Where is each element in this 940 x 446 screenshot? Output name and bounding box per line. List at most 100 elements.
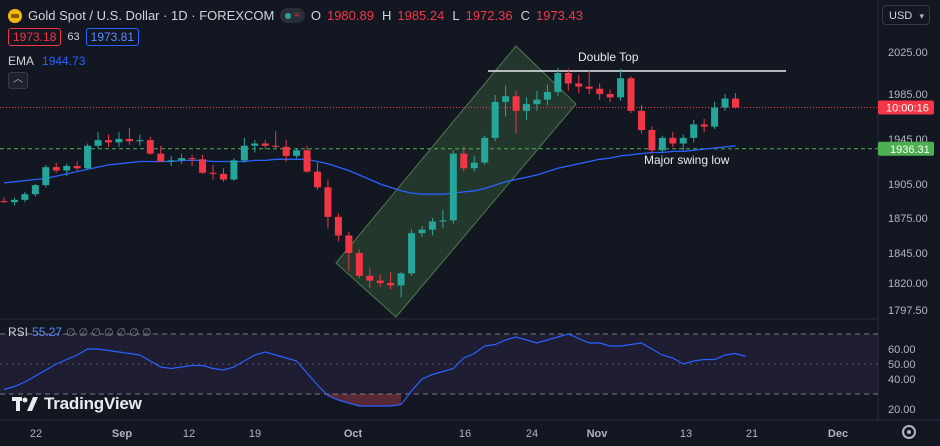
candle [596,83,604,100]
candle [700,118,708,133]
candle [679,134,687,151]
candle-body [230,160,238,180]
rsi-tick-label: 50.00 [888,359,916,371]
candle-body [481,137,489,163]
rsi-line [3,333,747,407]
candle-body [502,96,510,102]
candle [648,126,656,154]
candle-body [345,235,353,253]
candle-body [418,229,426,234]
tradingview-logo[interactable]: TradingView [12,394,142,414]
candle [178,153,186,164]
candle [188,154,196,166]
rsi-tick-label: 40.00 [888,374,916,386]
candle-body [219,173,227,180]
candle [10,197,18,206]
time-tick-label: 13 [680,428,692,440]
sell-button[interactable]: 1973.18 [8,28,62,46]
candle-body [125,139,133,142]
gear-icon[interactable] [902,425,916,439]
chevron-up-icon[interactable]: ︿ [8,72,28,89]
candle [125,127,133,145]
candle-body [261,143,269,146]
candle-body [491,101,499,138]
candle-body [523,104,530,111]
candle [408,229,416,276]
candle-body [512,96,520,111]
time-tick-label: 22 [30,428,42,440]
candle [334,213,342,242]
candle-body [637,110,645,130]
low-value: 1972.36 [465,8,513,23]
candle [481,135,489,165]
candle [512,90,520,134]
market-status-icon[interactable]: ≈ [280,8,305,23]
close-label: C [520,8,530,23]
symbol-title[interactable]: Gold Spot / U.S. Dollar · 1D · FOREXCOM [28,8,275,23]
candle-body [21,194,29,200]
candle [564,68,572,91]
high-value: 1985.24 [397,8,445,23]
candle-body [408,233,416,274]
candle-body [658,137,666,151]
candle [637,105,645,134]
candle [303,145,311,173]
candle-body [282,146,290,156]
candle [669,132,677,147]
candle-body [585,86,593,89]
candle-body [293,150,301,156]
candle-body [94,140,102,146]
currency-select[interactable]: USD ▾ [882,5,930,25]
candle-body [314,171,321,188]
candle [606,89,614,102]
candle [460,146,468,172]
candle [94,132,102,148]
gold-logo-icon [8,8,22,23]
candle-body [721,98,729,108]
buy-button[interactable]: 1973.81 [85,28,140,46]
candle-body [334,216,342,236]
candle [261,140,269,150]
ema-legend[interactable]: EMA 1944.73 [8,54,85,68]
ema-label: EMA [8,54,35,68]
current-price-badge [878,100,934,115]
candle [293,148,301,159]
time-tick-label: 12 [183,428,195,440]
candle-body [679,137,687,144]
candle [543,84,551,106]
support-price-label: 1936.31 [890,144,930,156]
candle [324,179,332,229]
candle-body [167,160,175,162]
candle-body [146,140,154,154]
candle [251,140,259,153]
candle-body [564,73,572,84]
current-price-countdown: 10:00:16 [886,103,929,115]
candle [711,101,719,129]
tradingview-logo-icon [12,397,38,411]
candle [721,94,729,111]
ema-value: 1944.73 [42,54,86,68]
candle-body [178,158,186,161]
rsi-legend[interactable]: RSI 55.27 ∅ ∅ ∅ ∅ ∅ ∅ ∅ [8,325,151,339]
price-tick-label: 1985.00 [888,89,928,101]
candle [355,249,363,279]
candle [523,97,530,120]
candle [84,143,92,170]
candle [366,268,374,288]
candle [627,76,635,114]
candle-body [387,283,395,286]
candle [690,119,698,143]
candle [0,197,8,204]
candle-body [303,150,311,172]
candle-body [470,162,478,169]
rsi-na-values: ∅ ∅ ∅ ∅ ∅ ∅ ∅ [66,326,152,339]
candle-body [136,140,144,142]
candle-body [669,137,677,144]
rsi-label: RSI [8,325,29,339]
candle-body [533,99,541,105]
price-tick-label: 1875.00 [888,213,928,225]
candle-body [543,91,551,100]
candle [491,95,499,142]
